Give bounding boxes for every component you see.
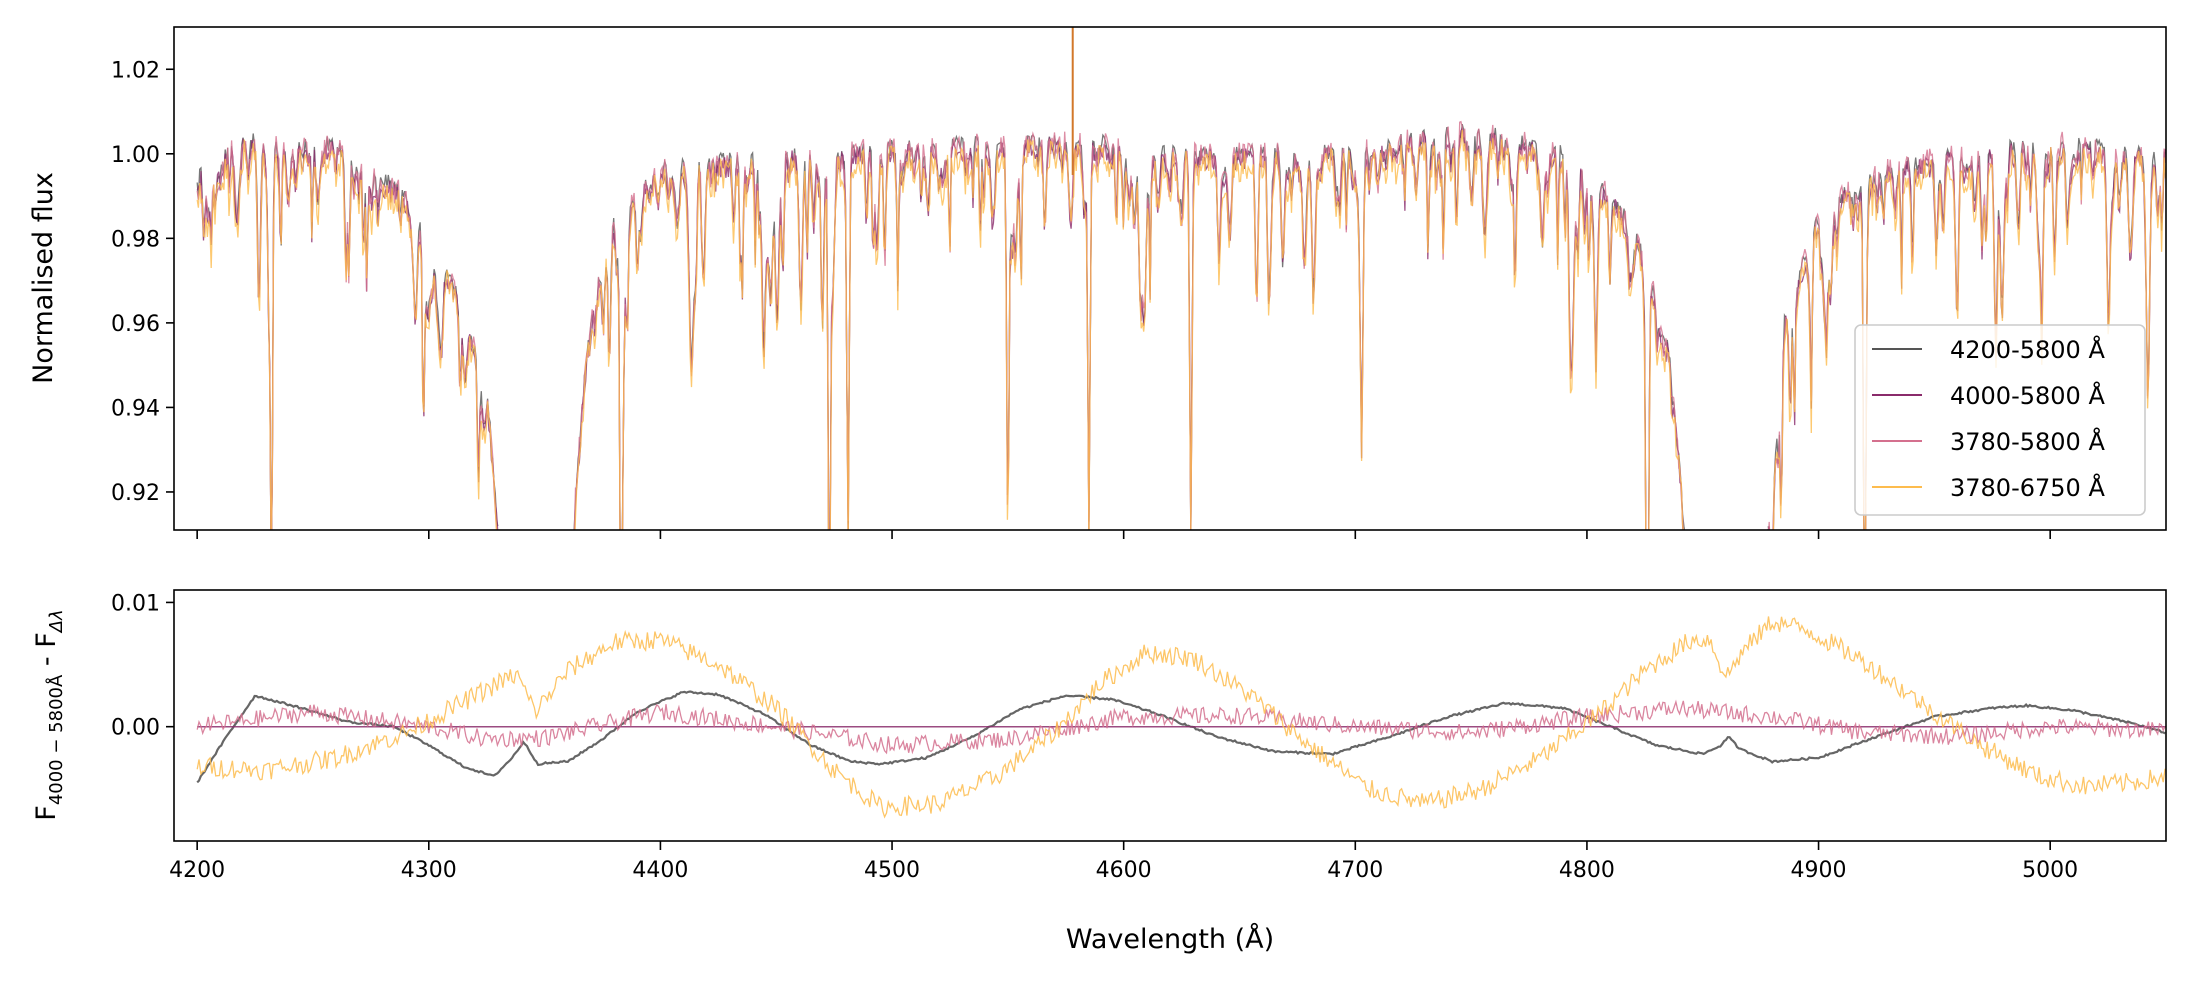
top-y-tick-label: 0.96 <box>111 312 160 337</box>
bottom-x-tick-label: 4200 <box>169 858 225 883</box>
bottom-y-label-sub2: Δλ <box>46 609 67 634</box>
bottom-y-ticks: 0.00 0.01 <box>111 591 174 741</box>
bottom-y-label-f1: F <box>31 805 62 821</box>
bottom-y-label-mid: - F <box>31 632 62 674</box>
top-y-tick-label: 1.02 <box>111 58 160 83</box>
residual-line-3 <box>196 616 2166 819</box>
bottom-y-tick-label: 0.01 <box>111 591 160 616</box>
spectrum-line-3 <box>196 129 2166 530</box>
top-axes-frame <box>173 26 2167 531</box>
residual-series-group <box>196 616 2166 819</box>
bottom-x-tick-label: 4700 <box>1327 858 1383 883</box>
bottom-x-tick-label: 4600 <box>1096 858 1152 883</box>
bottom-x-tick-label: 4400 <box>632 858 688 883</box>
bottom-x-tick-label: 4500 <box>864 858 920 883</box>
legend-label-0: 4200-5800 Å <box>1950 335 2105 364</box>
bottom-x-tick-label: 4800 <box>1559 858 1615 883</box>
bottom-x-tick-label: 4300 <box>401 858 457 883</box>
spectrum-panel: 0.92 0.94 0.96 0.98 1.00 1.02 Normalised flux… <box>28 26 2167 539</box>
residual-line-0 <box>196 690 2166 784</box>
top-y-tick-label: 1.00 <box>111 143 160 168</box>
legend-box <box>1854 324 2146 516</box>
legend-label-2: 3780-5800 Å <box>1950 427 2105 456</box>
top-y-axis-label: Normalised flux <box>28 172 59 384</box>
legend-label-1: 4000-5800 Å <box>1950 381 2105 410</box>
bottom-x-tick-label: 4900 <box>1791 858 1847 883</box>
bottom-x-tick-label: 5000 <box>2022 858 2078 883</box>
bottom-y-label-sub1: 4000 − 5800Å <box>45 674 67 805</box>
legend: 4200-5800 Å 4000-5800 Å 3780-5800 Å 3780… <box>1854 324 2146 516</box>
bottom-x-ticks: 4200 4300 4400 4500 4600 4700 4800 4900 5000 <box>169 841 2078 883</box>
bottom-y-axis-label: F4000 − 5800Å - FΔλ <box>31 609 67 820</box>
bottom-axes-frame <box>173 589 2167 842</box>
bottom-y-tick-label: 0.00 <box>111 716 160 741</box>
top-x-ticks <box>196 530 2051 539</box>
top-y-tick-label: 0.92 <box>111 481 160 506</box>
residual-panel: 0.00 0.01 4200 4300 4400 4500 4600 4700 4800 490… <box>31 589 2167 955</box>
legend-label-3: 3780-6750 Å <box>1950 473 2105 502</box>
residual-line-2 <box>196 699 2166 755</box>
top-y-tick-label: 0.98 <box>111 227 160 252</box>
top-y-tick-label: 0.94 <box>111 396 160 421</box>
top-y-ticks: 0.92 0.94 0.96 0.98 1.00 1.02 <box>111 58 174 506</box>
spectrum-series-group <box>196 27 2166 530</box>
x-axis-label: Wavelength (Å) <box>1066 923 1274 955</box>
